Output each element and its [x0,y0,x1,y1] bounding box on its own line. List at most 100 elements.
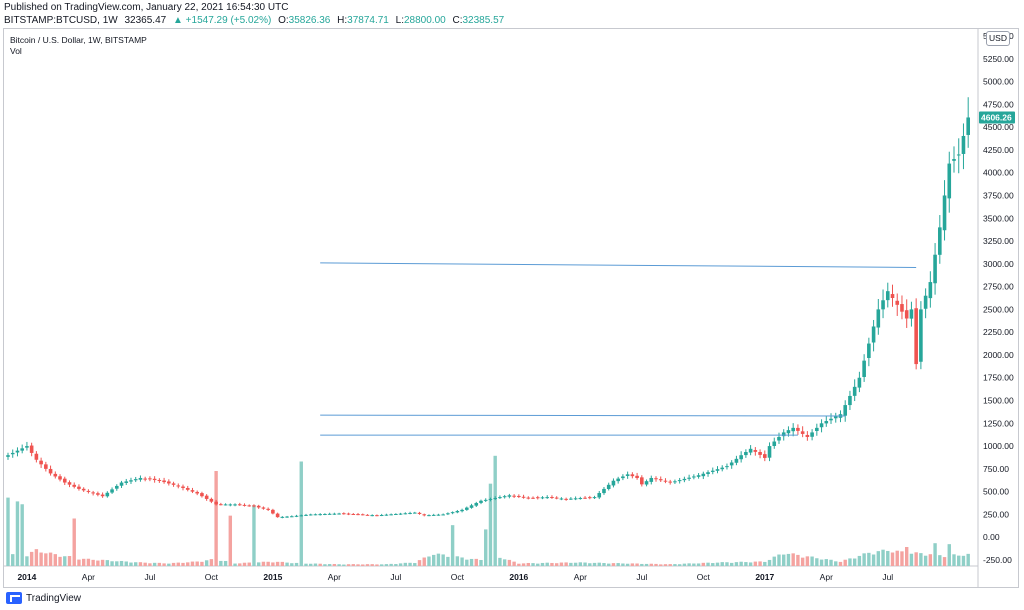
candle-body [209,498,214,502]
currency-button[interactable]: USD [986,31,1010,46]
volume-bar [711,563,715,566]
y-tick-label: 2000.00 [983,350,1014,360]
candle-body [819,423,824,428]
candle-body [545,497,550,499]
price-badge [979,111,1015,124]
volume-bar [100,559,105,566]
x-tick-label: Apr [82,572,95,582]
candle-body [20,448,24,451]
y-tick-label: 1750.00 [983,373,1014,383]
change-value: ▲ +1547.29 (+5.02%) [173,15,272,26]
volume-bar [238,563,242,566]
candle-body [261,507,266,509]
volume-bar [852,558,857,566]
volume-bar [413,563,417,566]
volume-bar [843,559,847,566]
volume-bar [933,543,937,566]
candle-body [644,481,649,485]
candle-body [715,469,720,471]
candle-body [923,295,928,309]
footer-brand[interactable]: TradingView [6,592,81,604]
candle-body [152,478,157,481]
volume-bar [110,561,114,566]
y-tick-label: 3500.00 [983,213,1014,223]
volume-bar [630,563,635,566]
volume-bar [304,563,308,566]
volume-bar [498,557,502,566]
volume-bar [181,562,185,566]
trendline [320,262,917,268]
candle-body [611,480,616,486]
volume-bar [186,562,190,566]
low-value: 28800.00 [403,15,446,26]
candle-body [919,309,923,362]
volume-bar [796,554,800,566]
volume-bar [427,556,431,566]
candle-body [966,117,970,135]
candle-body [805,434,810,437]
candle-body [39,460,43,465]
candle-body [810,432,814,437]
candle-body [498,497,502,499]
candle-body [668,481,672,483]
volume-bar [677,564,682,566]
volume-bar [58,556,62,566]
candle-body [786,430,791,434]
candle-body [157,479,162,481]
volume-bar [942,557,947,566]
volume-bar [157,562,162,566]
candle-body [833,416,838,419]
trendline [320,414,846,417]
volume-bar [200,561,204,566]
candle-body [852,386,857,396]
volume-bar [957,555,961,566]
y-tick-label: -250.00 [983,555,1012,565]
volume-bar [914,552,918,566]
volume-bar [365,564,370,566]
volume-bar [777,554,781,566]
x-tick-label: Oct [451,572,465,582]
candle-body [204,495,209,499]
candle-body [824,421,829,424]
volume-bar [512,561,516,566]
volume-bar [696,563,701,566]
candle-body [900,304,904,312]
candle-body [569,498,573,500]
y-tick-label: 5250.00 [983,54,1014,64]
volume-bar [63,556,67,566]
volume-bar [20,504,24,566]
candle-body [597,493,602,498]
volume-bar [432,554,436,566]
candle-body [10,452,15,455]
volume-bar [772,556,776,566]
candle-body [465,507,469,510]
chart-frame[interactable] [3,28,1019,588]
candle-body [654,478,658,480]
candle-body [86,490,91,492]
volume-bar [682,563,687,566]
candle-body [526,497,531,499]
y-tick-label: 1500.00 [983,396,1014,406]
volume-bar [323,564,327,566]
volume-bar [616,563,620,566]
candle-body [535,497,540,499]
candle-body [29,445,34,453]
candle-body [517,495,521,497]
candle-body [587,497,592,499]
candle-body [100,494,105,497]
candle-body [753,450,758,452]
volume-bar [143,562,147,566]
candle-body [313,514,318,516]
y-tick-label: 250.00 [983,509,1009,519]
volume-bar [744,562,748,566]
volume-bar [952,554,956,566]
candle-body [625,474,630,476]
candle-body [337,513,341,515]
tradingview-logo-icon [6,592,22,604]
volume-bar [450,525,455,566]
volume-bar [408,562,412,566]
candle-body [474,503,479,506]
volume-bar [25,556,29,566]
volume-bar [867,552,871,566]
